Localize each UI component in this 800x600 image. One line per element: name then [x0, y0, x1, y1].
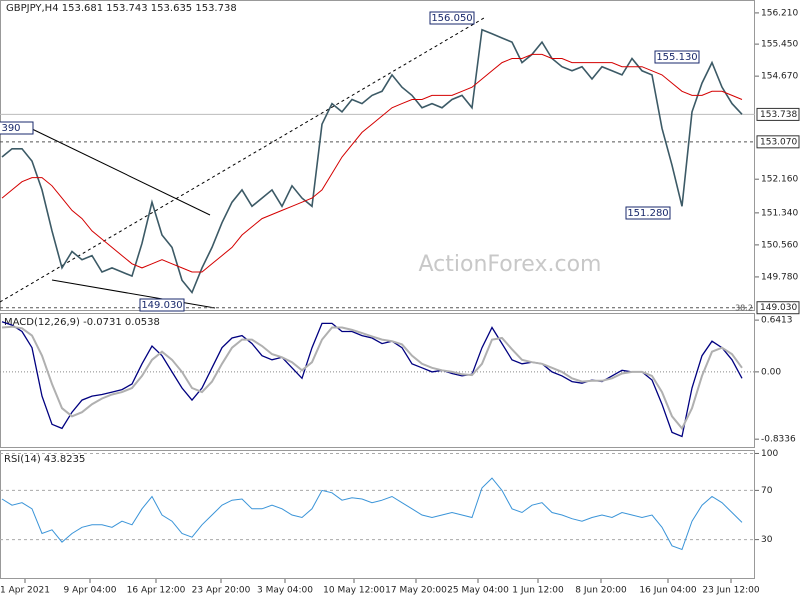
level-label: 149.030: [760, 303, 797, 313]
y-tick-label: 152.160: [761, 175, 798, 185]
x-tick-label: 16 Jun 04:00: [639, 586, 696, 596]
series-line: [1, 53, 743, 273]
annotation: 149.030: [141, 300, 182, 311]
macd-panel: [0, 313, 755, 448]
annotation-box: [139, 298, 185, 312]
series-line: [1, 325, 743, 431]
x-tick-label: 23 Jun 12:00: [702, 586, 759, 596]
y-tick-label: 154.670: [761, 72, 798, 82]
x-tick-label: 9 Apr 04:00: [64, 586, 117, 596]
price-panel: [0, 0, 755, 311]
x-tick-label: 1 Jun 12:00: [512, 586, 564, 596]
y-tick-label: 0.00: [761, 367, 781, 377]
y-tick-label: 70: [761, 486, 773, 496]
series-line: [1, 321, 743, 438]
x-tick-label: 25 May 04:00: [447, 586, 509, 596]
level-box: [756, 301, 800, 315]
level-box: [756, 135, 800, 149]
annotation-box: [654, 50, 700, 64]
annotation: 156.050: [431, 13, 472, 24]
y-tick-label: 155.450: [761, 40, 798, 50]
y-tick-label: 150.560: [761, 240, 798, 250]
annotation: 151.280: [627, 208, 668, 219]
x-tick-label: 3 May 04:00: [257, 586, 313, 596]
series-line: [1, 477, 743, 551]
macd-title: MACD(12,26,9) -0.0731 0.0538: [4, 317, 160, 328]
x-tick-label: 1 Apr 2021: [0, 586, 50, 596]
annotation-box: [0, 121, 34, 135]
x-tick-label: 17 May 20:00: [385, 586, 447, 596]
y-tick-label: 156.210: [761, 8, 798, 18]
x-tick-label: 8 Jun 20:00: [575, 586, 627, 596]
level-label: 153.738: [760, 110, 797, 120]
y-tick-label: -0.8336: [761, 435, 796, 445]
annotation-box: [429, 11, 475, 25]
y-tick-label: 0.6413: [761, 316, 793, 326]
watermark: ActionForex.com: [419, 252, 602, 277]
y-tick-label: 149.780: [761, 272, 798, 282]
annotation: 390: [1, 123, 20, 134]
x-tick-label: 10 May 12:00: [323, 586, 385, 596]
trend-line: [51, 279, 216, 309]
x-tick-label: 16 Apr 12:00: [127, 586, 186, 596]
y-tick-label: 151.340: [761, 208, 798, 218]
trend-line: [29, 127, 211, 216]
chart-title: GBPJPY,H4 153.681 153.743 153.635 153.73…: [6, 3, 237, 14]
annotation-box: [625, 206, 671, 220]
y-tick-label: 30: [761, 535, 773, 545]
rsi-title: RSI(14) 43.8235: [4, 454, 85, 465]
annotation: 38.2: [735, 304, 753, 313]
y-tick-label: 100: [761, 449, 778, 459]
rsi-panel: [0, 450, 755, 579]
series-line: [1, 28, 743, 295]
annotation: 155.130: [656, 52, 697, 63]
level-label: 153.070: [760, 137, 797, 147]
x-tick-label: 23 Apr 20:00: [192, 586, 251, 596]
level-box: [756, 107, 800, 121]
